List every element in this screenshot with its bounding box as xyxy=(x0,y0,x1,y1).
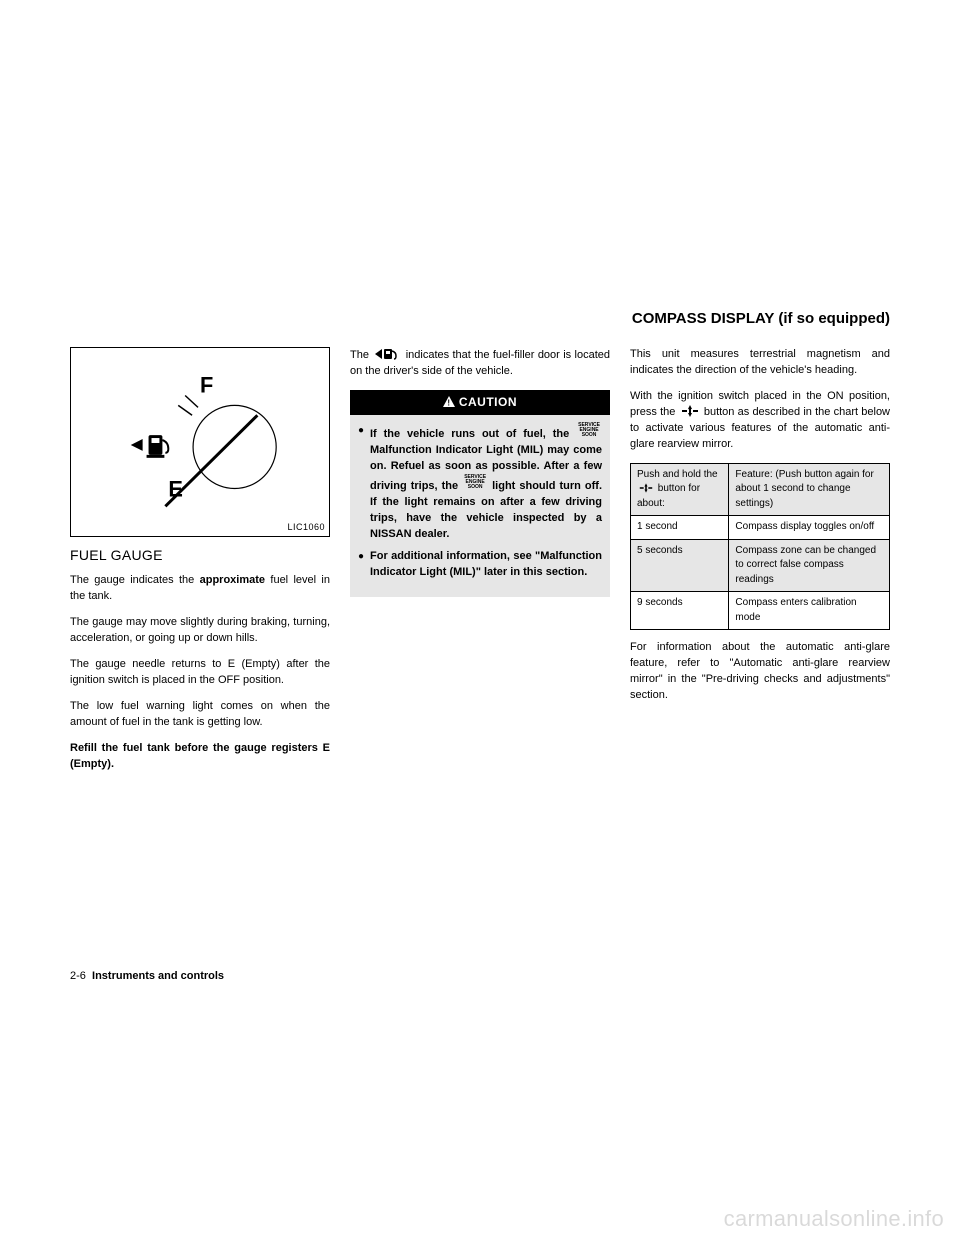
table-cell: Feature: (Push button again for about 1 … xyxy=(729,463,890,516)
table-row: 1 second Compass display toggles on/off xyxy=(631,516,890,540)
bullet-text: For additional information, see "Malfunc… xyxy=(370,549,602,581)
fuel-para-2: The gauge may move slightly during braki… xyxy=(70,615,330,647)
fuel-gauge-figure: F E LIC1060 xyxy=(70,347,330,537)
column-left: F E LIC1060 FUEL GAUGE The gauge indicat… xyxy=(70,347,330,783)
caution-body: ● If the vehicle runs out of fuel, the S… xyxy=(350,415,610,596)
filler-door-para: The indicates that the fuel-filler door … xyxy=(350,347,610,380)
gauge-empty-letter: E xyxy=(168,476,183,501)
compass-para-3: For information about the automatic anti… xyxy=(630,640,890,704)
table-cell: Compass enters calibration mode xyxy=(729,592,890,630)
service-engine-soon-icon: SERVICEENGINESOON xyxy=(578,423,600,438)
page-footer: 2-6 Instruments and controls xyxy=(70,970,224,982)
watermark: carmanualsonline.info xyxy=(724,1206,944,1232)
fuel-gauge-icon: F E xyxy=(71,348,329,536)
fuel-arrow-icon xyxy=(375,347,399,361)
text: The xyxy=(350,349,372,361)
page-number: 2-6 xyxy=(70,970,86,982)
warning-triangle-icon: ! xyxy=(443,396,455,407)
caution-label: CAUTION xyxy=(459,395,517,409)
table-cell: Push and hold the button for about: xyxy=(631,463,729,516)
fuel-gauge-heading: FUEL GAUGE xyxy=(70,545,330,565)
table-row: 5 seconds Compass zone can be changed to… xyxy=(631,539,890,592)
content-columns: F E LIC1060 FUEL GAUGE The gauge indicat… xyxy=(70,347,890,783)
compass-button-icon: N xyxy=(681,405,699,417)
section-header: COMPASS DISPLAY (if so equipped) xyxy=(70,310,890,327)
compass-para-1: This unit measures terrestrial magnetism… xyxy=(630,347,890,379)
table-cell: Compass display toggles on/off xyxy=(729,516,890,540)
bullet-text: If the vehicle runs out of fuel, the SER… xyxy=(370,423,602,543)
table-cell: 1 second xyxy=(631,516,729,540)
column-right: This unit measures terrestrial magnetism… xyxy=(630,347,890,783)
table-cell: Compass zone can be changed to correct f… xyxy=(729,539,890,592)
table-row: 9 seconds Compass enters calibration mod… xyxy=(631,592,890,630)
caution-header: ! CAUTION xyxy=(350,390,610,415)
column-middle: The indicates that the fuel-filler door … xyxy=(350,347,610,783)
compass-feature-table: Push and hold the button for about: Feat… xyxy=(630,463,890,631)
compass-para-2: With the ignition switch placed in the O… xyxy=(630,389,890,453)
fuel-para-4: The low fuel warning light comes on when… xyxy=(70,699,330,731)
text-bold: approximate xyxy=(200,574,265,586)
text: The gauge indicates the xyxy=(70,574,200,586)
table-cell: 5 seconds xyxy=(631,539,729,592)
table-cell: 9 seconds xyxy=(631,592,729,630)
svg-text:!: ! xyxy=(447,398,450,407)
caution-bullet-1: ● If the vehicle runs out of fuel, the S… xyxy=(358,423,602,543)
text: If the vehicle runs out of fuel, the xyxy=(370,428,576,440)
service-engine-soon-icon: SERVICEENGINESOON xyxy=(464,475,486,490)
fuel-para-1: The gauge indicates the approximate fuel… xyxy=(70,573,330,605)
gauge-full-letter: F xyxy=(200,373,213,398)
compass-button-icon xyxy=(639,483,653,493)
figure-id-label: LIC1060 xyxy=(287,521,325,534)
bullet-icon: ● xyxy=(358,549,370,581)
fuel-para-3: The gauge needle returns to E (Empty) af… xyxy=(70,657,330,689)
bullet-icon: ● xyxy=(358,423,370,543)
caution-bullet-2: ● For additional information, see "Malfu… xyxy=(358,549,602,581)
caution-box: ! CAUTION ● If the vehicle runs out of f… xyxy=(350,390,610,597)
table-row: Push and hold the button for about: Feat… xyxy=(631,463,890,516)
fuel-para-5: Refill the fuel tank before the gauge re… xyxy=(70,741,330,773)
footer-section-title: Instruments and controls xyxy=(92,970,224,982)
svg-text:N: N xyxy=(688,406,691,411)
